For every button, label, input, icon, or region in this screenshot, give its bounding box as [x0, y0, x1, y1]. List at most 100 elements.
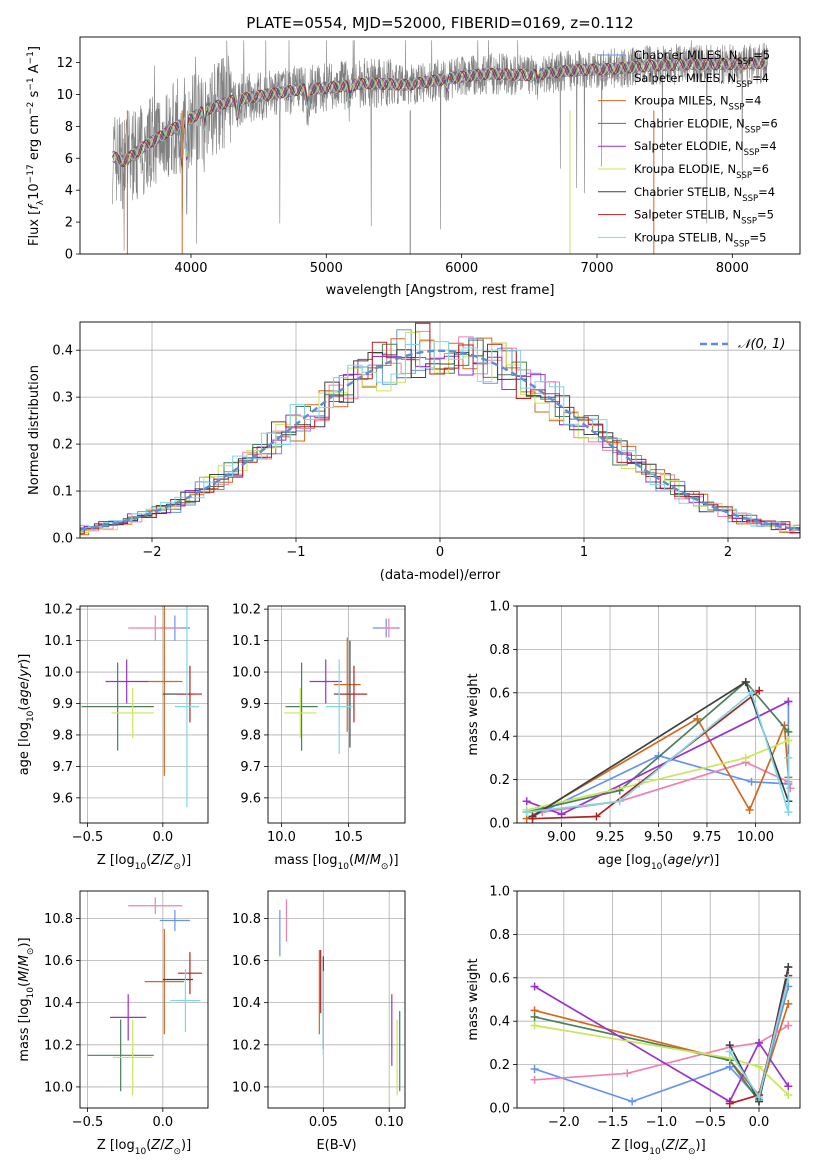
y-tick-label: 10.2: [232, 1038, 261, 1053]
mass-weight-marker: [784, 736, 793, 745]
mass-weight-marker: [530, 1075, 539, 1084]
mass-weight-marker: [784, 1090, 793, 1099]
y-tick-label: 0.0: [52, 532, 73, 547]
x-tick-label: 0.0: [749, 1115, 770, 1130]
errorbar-point: [174, 606, 199, 808]
legend-label: 𝒩(0, 1): [738, 337, 785, 352]
x-tick-label: 9.75: [692, 830, 721, 845]
mass-weight-line: [526, 691, 790, 813]
y-tick-label: 10.4: [44, 996, 73, 1011]
y-tick-label: 0.4: [52, 344, 73, 359]
legend-label: Chabrier STELIB, NSSP=4: [634, 185, 775, 204]
mass-weight-marker: [784, 753, 793, 762]
age-vs-mass-frame: [267, 605, 406, 824]
x-tick-label: 9.00: [547, 830, 576, 845]
mass-weight-marker: [528, 814, 537, 823]
y-tick-label: 10.4: [232, 996, 261, 1011]
histogram-step: [80, 355, 800, 533]
mass-weight-marker: [530, 1012, 539, 1021]
mass-weight-marker: [592, 812, 601, 821]
x-tick-label: 4000: [174, 261, 207, 276]
y-tick-label: 9.8: [240, 728, 261, 743]
y-tick-label: 10.0: [44, 1080, 73, 1095]
spectrum-plot-area: [112, 40, 768, 254]
mass-weight-marker: [530, 1064, 539, 1073]
x-tick-label: 0.0: [152, 830, 173, 845]
y-tick-label: 0.8: [489, 928, 510, 943]
y-tick-label: 9.9: [240, 697, 261, 712]
y-tick-label: 0: [65, 248, 73, 263]
errorbar-point: [177, 952, 202, 995]
age-vs-mass-plot-area: [268, 606, 405, 823]
y-tick-label: 6: [65, 152, 73, 167]
errorbar-point: [110, 994, 147, 1041]
mass-weight-marker: [784, 999, 793, 1008]
model-line: [112, 57, 768, 170]
spectrum-data-line: [112, 40, 768, 251]
y-tick-label: 0.8: [489, 643, 510, 658]
histogram-step: [80, 322, 800, 535]
x-tick-label: −0.5: [72, 830, 104, 845]
x-tick-label: 6000: [445, 261, 478, 276]
histogram-step: [80, 330, 800, 534]
spectrum-legend: Chabrier MILES, NSSP=5 Salpeter MILES, NS…: [598, 48, 778, 249]
mass-vs-Z-plot-area: [80, 891, 208, 1108]
mass-weight-marker: [725, 1047, 734, 1056]
x-tick-label: 1: [580, 545, 588, 560]
y-tick-label: 9.8: [52, 728, 73, 743]
x-tick-label: −0.5: [694, 1115, 726, 1130]
mass-weight-line: [526, 680, 790, 813]
y-tick-label: 0.0: [489, 817, 510, 832]
mass-weight-marker: [745, 805, 754, 814]
massweight-vs-age-frame: [516, 605, 801, 824]
massweight-vs-Z-frame: [516, 890, 801, 1109]
residuals-plot-area: [80, 322, 800, 538]
errorbar-point: [325, 659, 353, 754]
legend-label: Salpeter MILES, NSSP=4: [634, 71, 769, 90]
chart-title: PLATE=0554, MJD=52000, FIBERID=0169, z=0…: [246, 14, 633, 32]
x-tick-label: −1: [286, 545, 305, 560]
mass-weight-marker: [693, 714, 702, 723]
x-tick-label: 10.5: [334, 830, 363, 845]
x-axis-label: wavelength [Angstrom, rest frame]: [326, 283, 555, 298]
legend-label: Chabrier ELODIE, NSSP=6: [634, 116, 778, 135]
errorbar-point: [309, 659, 342, 704]
y-axis-label: age [log10(age/yr)]: [17, 654, 36, 776]
legend-label: Chabrier MILES, NSSP=5: [634, 48, 770, 67]
errorbar-point: [333, 637, 361, 732]
mass-vs-ebv-axes: 0.05 0.10 10.0 10.2 10.4 10.6 10.8: [232, 890, 406, 1130]
model-line: [112, 56, 768, 166]
mass-weight-line: [534, 1024, 789, 1096]
mass-weight-marker: [741, 677, 750, 686]
y-tick-label: 10.1: [44, 634, 73, 649]
errorbar-point: [380, 618, 397, 638]
mass-weight-marker: [623, 1069, 632, 1078]
errorbar-point: [177, 665, 202, 723]
mass-weight-marker: [747, 777, 756, 786]
y-tick-label: 1.0: [489, 600, 510, 615]
mass-weight-marker: [784, 973, 793, 982]
x-tick-label: −1.5: [597, 1115, 629, 1130]
y-tick-label: 10.6: [44, 954, 73, 969]
errorbar-point: [340, 665, 368, 723]
x-tick-label: 2: [724, 545, 732, 560]
x-axis-label: mass [log10(M/M⊙)]: [274, 853, 398, 872]
mass-vs-Z-axes: −0.5 0.0 10.0 10.2 10.4 10.6 10.8: [44, 890, 209, 1130]
y-tick-label: 0.0: [489, 1102, 510, 1117]
y-tick-label: 10.8: [232, 912, 261, 927]
y-tick-label: 0.2: [52, 438, 73, 453]
mass-weight-marker: [784, 727, 793, 736]
model-line: [112, 57, 768, 165]
residuals-frame: [79, 321, 801, 539]
model-line: [112, 56, 768, 166]
y-tick-label: 4: [65, 184, 73, 199]
mass-weight-marker: [784, 808, 793, 817]
errorbar-point: [284, 687, 317, 739]
x-tick-label: 5000: [310, 261, 343, 276]
legend-label: Salpeter STELIB, NSSP=5: [634, 208, 774, 227]
x-tick-label: 10.00: [737, 830, 774, 845]
errorbar-point: [159, 909, 190, 932]
legend-label: Salpeter ELODIE, NSSP=4: [634, 139, 777, 158]
mass-weight-marker: [755, 1062, 764, 1071]
legend-label: Kroupa ELODIE, NSSP=6: [634, 162, 769, 181]
